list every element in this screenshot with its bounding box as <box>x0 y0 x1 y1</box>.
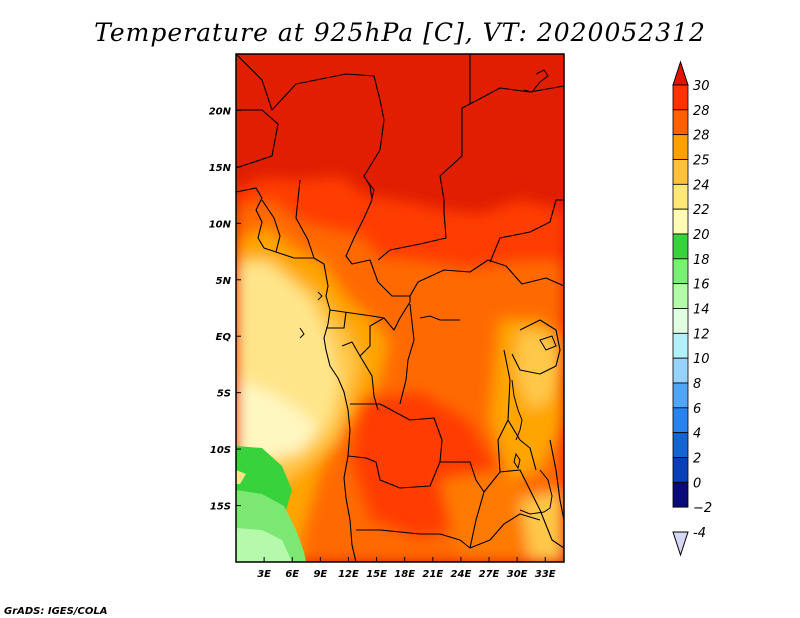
colorbar-bin <box>672 84 689 111</box>
colorbar-label: 30 <box>693 79 710 94</box>
colorbar-bin <box>672 407 689 434</box>
colorbar-label: 28 <box>693 104 710 119</box>
x-tick-label: 27E <box>479 569 500 580</box>
colorbar-bin <box>672 308 689 334</box>
x-tick-label: 18E <box>394 569 415 580</box>
colorbar-bin <box>672 134 689 160</box>
x-tick-label: 21E <box>422 569 443 580</box>
colorbar-bottom-triangle <box>672 531 689 557</box>
map-frame <box>235 53 565 563</box>
colorbar-label: 6 <box>693 402 701 417</box>
y-tick-label: 15N <box>209 163 232 174</box>
colorbar-label: 20 <box>693 228 710 243</box>
colorbar-bin <box>672 457 689 483</box>
y-tick-label: EQ <box>216 332 232 343</box>
colorbar-label: 22 <box>693 203 710 218</box>
colorbar-label: 12 <box>693 327 710 342</box>
longitude-axis: 3E 6E 9E 12E 15E 18E 21E 24E 27E 30E 33E <box>257 557 556 580</box>
colorbar-bin <box>672 159 689 185</box>
x-tick-label: 33E <box>535 569 556 580</box>
x-tick-label: 3E <box>257 569 271 580</box>
colorbar-label: 25 <box>693 154 710 169</box>
colorbar-label: −2 <box>693 501 712 516</box>
y-tick-label: 15S <box>210 502 231 513</box>
x-tick-label: 24E <box>451 569 472 580</box>
colorbar-label: 2 <box>693 452 701 467</box>
colorbar-bin <box>672 332 689 359</box>
x-tick-label: 12E <box>338 569 359 580</box>
latitude-axis: 20N 15N 10N 5N EQ 5S 10S 15S <box>209 106 241 513</box>
map-title: Temperature at 925hPa [C], VT: 202005231… <box>94 18 706 47</box>
y-tick-label: 10N <box>209 219 232 230</box>
colorbar-bin <box>672 208 689 235</box>
colorbar-bin <box>672 109 689 136</box>
colorbar-bin <box>672 382 689 409</box>
colorbar-label: 24 <box>693 178 710 193</box>
colorbar-label: 4 <box>693 427 701 442</box>
y-tick-label: 20N <box>209 106 232 117</box>
colorbar-label: 18 <box>693 253 710 268</box>
temperature-field <box>236 54 564 562</box>
colorbar-label: 14 <box>693 303 710 318</box>
colorbar-bin <box>672 183 689 210</box>
colorbar-label: -4 <box>693 526 706 541</box>
y-tick-label: 5N <box>216 276 232 287</box>
colorbar-top-triangle <box>672 60 689 86</box>
colorbar-label: 8 <box>693 377 701 392</box>
x-tick-label: 6E <box>285 569 299 580</box>
colorbar-label: 28 <box>693 129 710 144</box>
colorbar-bin <box>672 283 689 309</box>
colorbar-bin <box>672 481 689 508</box>
grads-credit: GrADS: IGES/COLA <box>4 606 107 617</box>
colorbar-bin <box>672 258 689 285</box>
colorbar-label: 0 <box>693 476 701 491</box>
colorbar-label: 16 <box>693 278 710 293</box>
x-tick-label: 30E <box>507 569 528 580</box>
colorbar-bin <box>672 357 689 384</box>
y-tick-label: 5S <box>217 389 231 400</box>
colorbar-label: 10 <box>693 352 710 367</box>
colorbar-bin <box>672 432 689 458</box>
y-tick-label: 10S <box>210 445 231 456</box>
colorbar-bin <box>672 233 689 260</box>
x-tick-label: 15E <box>366 569 387 580</box>
x-tick-label: 9E <box>313 569 327 580</box>
